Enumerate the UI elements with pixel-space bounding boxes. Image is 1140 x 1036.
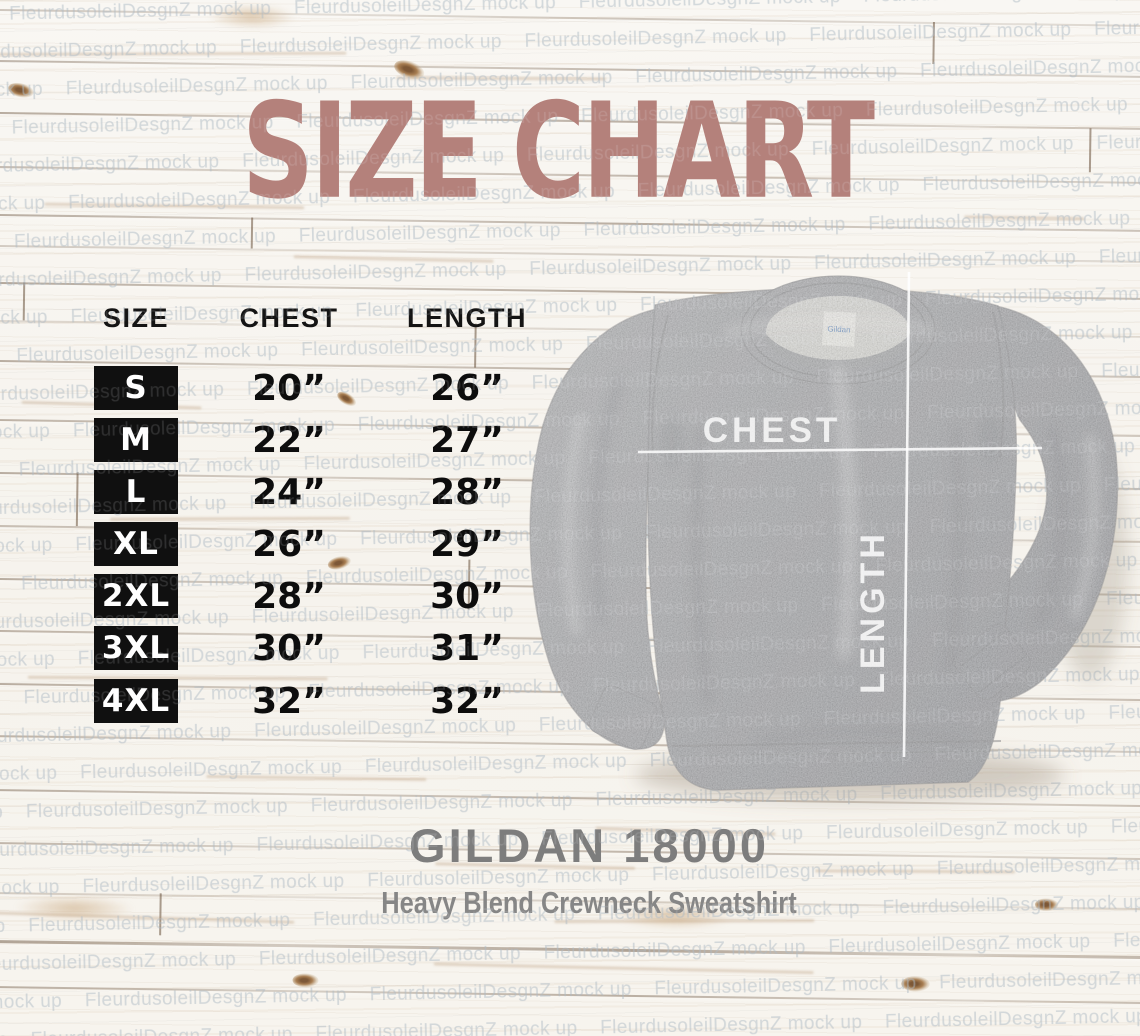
plank-joint (159, 893, 162, 936)
length-value: 31” (430, 628, 504, 669)
wood-streak (964, 215, 1085, 221)
length-label: LENGTH (854, 530, 892, 694)
product-name: GILDAN 18000 (409, 819, 769, 872)
chest-value: 24” (252, 472, 326, 513)
measurement-overlay: CHEST LENGTH (637, 271, 1043, 758)
table-row: M 22” 27” (0, 418, 570, 462)
length-value: 29” (430, 524, 504, 565)
heather-texture (530, 276, 1118, 790)
chest-value: 22” (252, 420, 326, 461)
wood-knot (901, 975, 930, 992)
wood-smudge (14, 894, 135, 922)
size-badge: L (94, 470, 178, 514)
chest-value: 28” (252, 576, 326, 617)
size-badge: 3XL (94, 626, 178, 670)
table-row: 3XL 30” 31” (0, 626, 570, 670)
plank-seam-line (0, 939, 1140, 960)
column-header-chest: CHEST (239, 303, 339, 333)
sweatshirt-photo: Gildan CHEST LENGTH (529, 271, 1128, 801)
length-value: 26” (430, 368, 504, 409)
chest-label: CHEST (703, 411, 842, 450)
size-badge: 2XL (94, 574, 178, 618)
length-value: 27” (430, 420, 504, 461)
chest-value: 26” (252, 524, 326, 565)
size-badge: S (94, 366, 178, 410)
chest-value: 30” (252, 628, 326, 669)
page-title: SIZE CHART (241, 74, 875, 229)
size-badge: M (94, 418, 178, 462)
length-value: 28” (430, 472, 504, 513)
table-row: L 24” 28” (0, 470, 570, 514)
length-value: 30” (430, 576, 504, 617)
size-badge: 4XL (94, 679, 178, 723)
column-header-length: LENGTH (407, 303, 527, 333)
footer: GILDAN 18000 Heavy Blend Crewneck Sweats… (304, 818, 874, 921)
chest-value: 20” (252, 368, 326, 409)
wood-streak (433, 962, 814, 975)
product-subtitle: Heavy Blend Crewneck Sweatshirt (381, 885, 797, 920)
table-row: 4XL 32” 32” (0, 679, 570, 723)
chest-measure-line (637, 446, 1043, 454)
plank-seam-line (0, 985, 1140, 1005)
chest-value: 32” (252, 681, 326, 722)
length-measure-line (902, 271, 911, 758)
size-badge: XL (94, 522, 178, 566)
column-header-size: SIZE (102, 303, 169, 333)
plank-joint (1088, 128, 1092, 173)
wood-knot (1034, 898, 1059, 912)
table-row: 2XL 28” 30” (0, 574, 570, 618)
table-row: XL 26” 29” (0, 522, 570, 566)
size-table: SIZE CHEST LENGTH S 20” 26” M 22” 27” L … (0, 0, 570, 760)
table-row: S 20” 26” (0, 366, 570, 410)
plank-joint (932, 22, 935, 65)
wood-streak (206, 774, 427, 782)
length-value: 32” (430, 681, 504, 722)
wood-knot (292, 973, 319, 988)
